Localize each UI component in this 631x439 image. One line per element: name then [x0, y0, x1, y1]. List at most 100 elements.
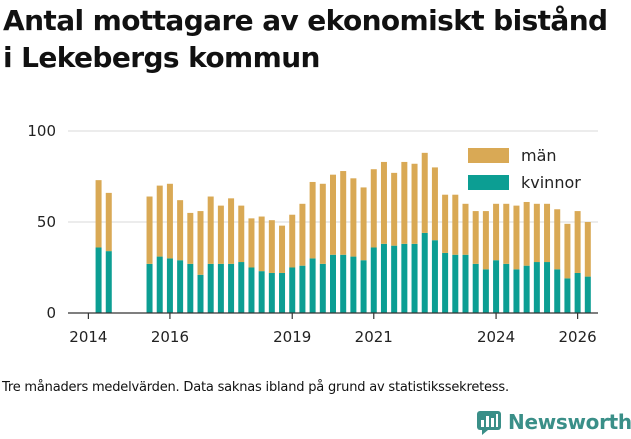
legend-swatch-kvinnor: [468, 175, 509, 190]
bar-man: [289, 214, 296, 268]
bar-kvinnor: [187, 263, 194, 313]
bar-kvinnor: [574, 272, 581, 313]
chart: 0 50 100 2014 2016 2019 2021 2024 2026 män kvinno…: [27, 122, 598, 346]
bar-kvinnor: [421, 232, 428, 313]
bar-man: [279, 225, 286, 273]
bar-man: [391, 172, 398, 246]
bar-man: [156, 185, 163, 257]
bar-kvinnor: [442, 252, 449, 313]
bar-man: [503, 203, 510, 264]
bar-man: [523, 201, 530, 266]
bar-kvinnor: [503, 263, 510, 313]
bar-man: [330, 174, 336, 255]
bar-kvinnor: [95, 247, 102, 313]
bar-kvinnor: [452, 254, 459, 313]
bar-man: [95, 180, 102, 248]
bar-man: [299, 203, 306, 266]
bar-man: [268, 220, 275, 273]
bar-kvinnor: [544, 262, 551, 313]
bar-man: [482, 211, 489, 270]
bar-kvinnor: [360, 260, 367, 313]
bar-man: [421, 152, 428, 233]
bar-kvinnor: [258, 271, 265, 313]
bar-kvinnor: [380, 243, 387, 313]
legend: män kvinnor: [468, 146, 581, 192]
bar-man: [105, 192, 112, 252]
bar-man: [370, 169, 377, 248]
brand[interactable]: Newsworthy: [476, 408, 631, 436]
legend-swatch-man: [468, 148, 509, 163]
chart-title-line-1: Antal mottagare av ekonomiskt bistånd: [3, 4, 608, 37]
bar-kvinnor: [268, 272, 275, 313]
bar-man: [493, 203, 500, 261]
bar-kvinnor: [166, 258, 173, 313]
bar-man: [411, 163, 418, 244]
x-tick-label-2016: 2016: [151, 328, 189, 346]
bar-man: [584, 222, 591, 277]
bar-man: [564, 223, 571, 279]
bar-kvinnor: [330, 254, 336, 313]
y-tick-label-0: 0: [46, 304, 56, 322]
bar-group: [95, 152, 591, 313]
bar-kvinnor: [554, 269, 561, 313]
bar-kvinnor: [523, 265, 530, 313]
bar-kvinnor: [482, 269, 489, 313]
x-tick-label-2014: 2014: [69, 328, 107, 346]
bar-man: [350, 178, 357, 257]
bar-man: [177, 200, 184, 261]
bar-kvinnor: [228, 263, 235, 313]
bar-kvinnor: [197, 274, 204, 313]
bar-kvinnor: [513, 269, 520, 313]
bar-man: [207, 196, 214, 264]
bar-man: [442, 194, 449, 253]
bar-man: [533, 203, 540, 263]
bar-man: [574, 211, 581, 273]
bar-kvinnor: [105, 251, 112, 313]
bar-man: [228, 198, 235, 264]
bar-kvinnor: [493, 260, 500, 313]
bar-man: [462, 203, 469, 255]
bar-man: [319, 183, 326, 264]
bar-man: [309, 181, 316, 259]
y-tick-label-100: 100: [27, 122, 56, 140]
x-tick-label-2021: 2021: [355, 328, 393, 346]
bar-man: [197, 211, 204, 275]
bar-kvinnor: [401, 243, 408, 313]
legend-label-kvinnor: kvinnor: [521, 173, 581, 192]
bar-kvinnor: [248, 267, 255, 313]
chart-title-line-2: i Lekebergs kommun: [3, 41, 320, 74]
bar-kvinnor: [146, 263, 153, 313]
x-tick-label-2024: 2024: [477, 328, 515, 346]
bar-man: [238, 205, 245, 263]
bar-kvinnor: [299, 265, 306, 313]
brand-name: Newsworthy: [508, 410, 631, 434]
bar-kvinnor: [350, 256, 357, 313]
bar-man: [472, 211, 479, 264]
footnote: Tre månaders medelvärden. Data saknas ib…: [2, 380, 509, 395]
bar-man: [217, 205, 224, 264]
axes: 0 50 100 2014 2016 2019 2021 2024 2026: [27, 122, 598, 346]
x-tick-label-2019: 2019: [273, 328, 311, 346]
bar-man: [452, 194, 459, 255]
bar-kvinnor: [309, 258, 316, 313]
bar-man: [380, 161, 387, 244]
bar-man: [554, 209, 561, 270]
bar-kvinnor: [340, 254, 347, 313]
chart-title: Antal mottagare av ekonomiskt bistånd i …: [3, 2, 631, 76]
bar-man: [166, 183, 173, 259]
bar-kvinnor: [279, 272, 286, 313]
bar-kvinnor: [411, 243, 418, 313]
bar-kvinnor: [391, 245, 398, 313]
newsworthy-logo-icon: [477, 411, 501, 435]
bar-kvinnor: [370, 247, 377, 313]
bar-man: [360, 187, 367, 261]
bar-kvinnor: [472, 263, 479, 313]
bar-kvinnor: [431, 240, 438, 313]
bar-man: [401, 161, 408, 244]
bar-man: [513, 205, 520, 270]
bar-kvinnor: [177, 260, 184, 313]
bar-kvinnor: [319, 263, 326, 313]
bar-kvinnor: [564, 278, 571, 313]
y-tick-label-50: 50: [37, 213, 56, 231]
bar-man: [258, 216, 265, 272]
